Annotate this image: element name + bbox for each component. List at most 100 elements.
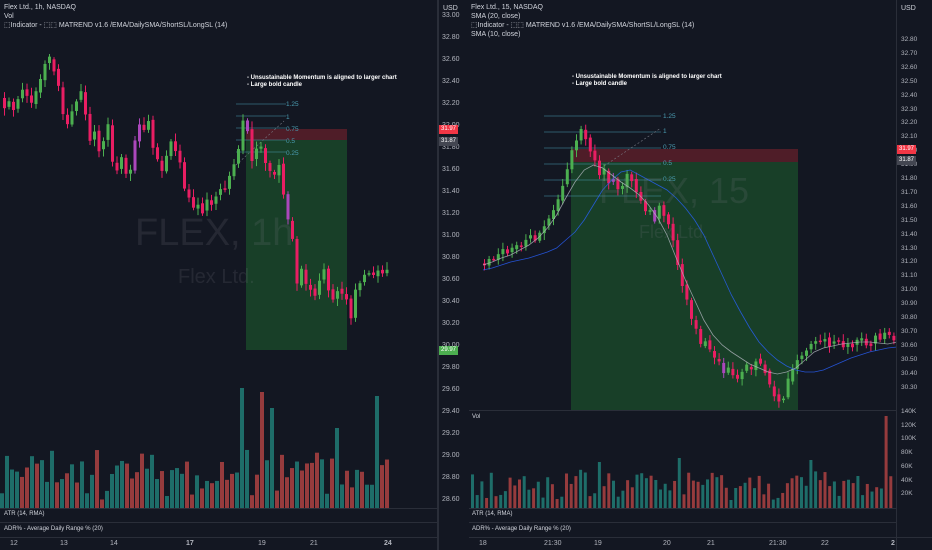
right-axis-tick: 30.80 [901, 314, 918, 321]
volume-bar [5, 455, 9, 508]
left-adr-label[interactable]: ADR% - Average Daily Range % (20) [4, 526, 103, 532]
left-chart-canvas[interactable] [0, 0, 438, 550]
candle-body [79, 91, 83, 100]
right-axis-tick: 32.20 [901, 119, 918, 127]
candle-body [57, 68, 60, 86]
right-time-axis-separator [469, 537, 932, 538]
volume-bar [743, 482, 747, 508]
middle-axis-currency[interactable]: USD [443, 5, 458, 12]
candle-body [255, 148, 258, 160]
candle-body [805, 350, 808, 356]
middle-axis-tick: 32.60 [442, 56, 460, 63]
right-adr-label[interactable]: ADR% - Average Daily Range % (20) [472, 526, 571, 532]
left-symbol-title[interactable]: Flex Ltd., 1h, NASDAQ [4, 4, 76, 11]
volume-bar [588, 496, 592, 508]
volume-bar [295, 461, 299, 508]
middle-axis-tick: 29.80 [442, 364, 460, 371]
volume-bar [677, 458, 681, 508]
volume-bar [90, 474, 94, 508]
candle-body [223, 188, 227, 190]
right-x-tick: 22 [821, 540, 829, 547]
candle-body [772, 386, 776, 397]
candle-body [3, 97, 6, 109]
right-symbol-title[interactable]: Flex Ltd., 15, NASDAQ [471, 4, 543, 11]
candle-body [703, 341, 707, 347]
candle-body [731, 368, 735, 376]
right-atr-label[interactable]: ATR (14, RMA) [472, 511, 513, 517]
right-fib-label-0-25: 0.25 [663, 176, 676, 183]
volume-bar [80, 461, 84, 508]
volume-bar [649, 475, 653, 508]
left-x-tick: 24 [384, 540, 392, 547]
left-chart-pane[interactable]: FLEX, 1h Flex Ltd. Flex Ltd., 1h, NASDAQ… [0, 0, 438, 550]
volume-bar [847, 479, 850, 508]
left-watermark-symbol: FLEX, 1h [135, 212, 294, 254]
left-indicator-label[interactable]: ⬚Indicator - ⬚⬚ MATREND v1.6 /EMA/DailyS… [4, 22, 228, 29]
candle-body [97, 130, 101, 152]
right-chart-canvas[interactable] [439, 0, 932, 550]
volume-bar [771, 499, 775, 508]
candle-body [273, 171, 276, 175]
left-atr-label[interactable]: ATR (14, RMA) [4, 511, 45, 517]
candle-body [611, 178, 615, 182]
right-axis-tick: 31.60 [901, 202, 918, 210]
volume-bar [235, 472, 239, 508]
right-fib-label-1-25: 1.25 [663, 113, 676, 120]
candle-body [7, 101, 11, 107]
volume-bar [503, 491, 507, 508]
right-axis-tick: 32.80 [901, 36, 918, 43]
volume-bar [55, 482, 59, 508]
middle-axis-tick: 32.40 [442, 78, 460, 85]
volume-bar [265, 460, 269, 508]
candle-body [717, 359, 721, 362]
candle-body [192, 197, 195, 208]
volume-bar [50, 450, 54, 508]
candle-body [291, 220, 294, 239]
volume-bar [527, 489, 531, 508]
volume-bar [0, 493, 4, 508]
right-indicator-label[interactable]: ⬚Indicator - ⬚⬚ MATREND v1.6 /EMA/DailyS… [471, 22, 695, 29]
candle-body [201, 203, 204, 214]
candle-body [579, 128, 583, 141]
candle-body [187, 189, 191, 198]
right-vol-label[interactable]: Vol [472, 414, 481, 420]
right-x-tick: 18 [479, 540, 487, 547]
pane-divider[interactable] [437, 0, 439, 550]
candle-body [648, 210, 652, 212]
right-axis-currency[interactable]: USD [901, 5, 916, 12]
volume-bar [536, 481, 540, 508]
fib-trend-line [235, 120, 285, 166]
right-watermark-name: Flex Ltd. [639, 222, 709, 242]
volume-bar [250, 495, 254, 508]
candle-body [214, 196, 218, 204]
volume-bar [115, 465, 119, 508]
volume-bar [546, 477, 550, 508]
stop-zone [571, 149, 798, 162]
volume-bar [340, 484, 344, 508]
candle-body [84, 92, 87, 115]
candle-body [264, 148, 267, 163]
right-chart-pane[interactable]: USD 33.0032.8032.6032.4032.2032.0031.803… [439, 0, 932, 550]
right-volume-tick: 20K [901, 490, 913, 498]
middle-tag-green: 29.97 [439, 346, 459, 355]
candle-body [552, 210, 555, 220]
volume-bar [150, 454, 154, 508]
right-sma20-label[interactable]: SMA (20, close) [471, 13, 521, 20]
volume-bar [105, 490, 109, 508]
candle-body [345, 294, 348, 300]
candle-body [671, 223, 675, 241]
right-sma10-label[interactable]: SMA (10, close) [471, 31, 521, 38]
right-x-tick: 21 [707, 540, 715, 547]
volume-bar [579, 469, 583, 508]
right-axis-tick: 31.50 [901, 216, 918, 224]
left-vol-label[interactable]: Vol [4, 13, 14, 20]
volume-bar [130, 478, 134, 508]
candle-body [524, 239, 528, 247]
volume-bar [757, 475, 761, 508]
volume-bar [795, 475, 799, 508]
candle-body [219, 189, 222, 195]
middle-axis-tick: 29.60 [442, 386, 460, 393]
candle-body [138, 124, 141, 142]
volume-bar [781, 492, 785, 508]
candle-body [837, 340, 841, 342]
